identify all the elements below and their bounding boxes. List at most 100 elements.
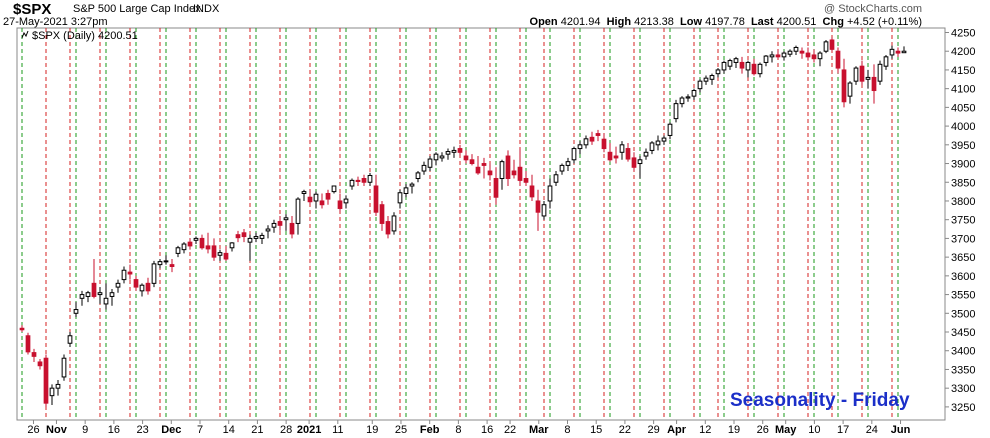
candle [835, 47, 841, 74]
y-tick-label: 3750 [951, 215, 975, 227]
quote-summary: Open 4201.94 High 4213.38 Low 4197.78 La… [530, 16, 922, 28]
candle [19, 325, 25, 333]
x-tick-label: 23 [136, 424, 148, 436]
candle-body [709, 75, 715, 80]
candle [175, 245, 181, 258]
y-tick-label: 4000 [951, 121, 975, 133]
candle-body [223, 252, 229, 260]
candle-body [43, 357, 49, 404]
candle [67, 332, 73, 347]
x-tick-label: 14 [223, 424, 235, 436]
candle [655, 135, 661, 151]
candle [457, 144, 463, 157]
candle-body [541, 204, 547, 217]
candle [403, 184, 409, 198]
candle-body [481, 163, 487, 166]
candle [187, 238, 193, 250]
y-tick-label: 3400 [951, 346, 975, 358]
candle [139, 283, 145, 297]
candle-body [571, 148, 577, 161]
candle [589, 131, 595, 145]
candle [61, 354, 67, 381]
candle [889, 45, 895, 59]
candle [427, 156, 433, 172]
candle [709, 73, 715, 85]
x-tick-label: 22 [619, 424, 631, 436]
x-tick-label: 28 [280, 424, 292, 436]
candle [853, 66, 859, 85]
x-tick-label: 26 [27, 424, 39, 436]
candle-body [385, 221, 391, 235]
candle [151, 260, 157, 288]
candle [895, 47, 901, 57]
candle-body [715, 69, 721, 75]
x-tick-label: 2021 [297, 424, 321, 436]
candle-body [379, 204, 385, 224]
candle-body [313, 193, 319, 202]
candle [97, 287, 103, 304]
candle-body [247, 237, 253, 243]
candle-body [691, 90, 697, 97]
candle [127, 264, 133, 280]
candle-body [733, 58, 739, 63]
x-tick-label: 10 [808, 424, 820, 436]
candle [229, 242, 235, 252]
x-tick-label: 21 [251, 424, 263, 436]
candle [205, 232, 211, 254]
chg-label: Chg [822, 16, 844, 28]
candle [559, 163, 565, 175]
exchange: INDX [193, 3, 220, 15]
candle-body [679, 97, 685, 105]
candle [721, 60, 727, 74]
x-tick-label: 19 [366, 424, 378, 436]
candle [367, 172, 373, 186]
candle [499, 159, 505, 190]
candle-body [169, 264, 175, 267]
x-tick-label: 12 [699, 424, 711, 436]
candle-body [895, 50, 901, 54]
candle-body [157, 261, 163, 266]
candle [541, 200, 547, 220]
legend-icon [21, 30, 29, 39]
candle-body [397, 192, 403, 204]
candle [649, 141, 655, 155]
x-tick-label: May [775, 424, 797, 436]
x-tick-label: Dec [161, 424, 181, 436]
candle-body [823, 41, 829, 52]
candle [49, 384, 55, 406]
candle-body [235, 234, 241, 239]
candle-body [337, 200, 343, 209]
candle [601, 133, 607, 153]
candle [181, 242, 187, 254]
symbol-description: S&P 500 Large Cap Index [73, 3, 201, 15]
candle [55, 379, 61, 396]
candle [577, 141, 583, 155]
candle [643, 148, 649, 160]
candle-body [97, 292, 103, 296]
candle-body [613, 155, 619, 159]
legend-series-label: $SPX (Daily) 4200.51 [32, 30, 138, 42]
candle-body [727, 60, 733, 67]
x-tick-label: Mar [529, 424, 549, 436]
x-tick-label: 22 [504, 424, 516, 436]
candle-body [253, 236, 259, 239]
candle [529, 174, 535, 201]
candle [793, 45, 799, 55]
y-tick-label: 4200 [951, 46, 975, 58]
x-tick-label: 9 [82, 424, 88, 436]
candle-body [625, 148, 631, 160]
candle-body [685, 96, 691, 99]
candle [805, 47, 811, 61]
candle [667, 122, 673, 140]
y-tick-label: 3900 [951, 159, 975, 171]
candle-body [535, 200, 541, 213]
candle-body [637, 159, 643, 165]
candle-body [469, 159, 475, 165]
candle-body [367, 175, 373, 183]
candle-body [331, 185, 337, 193]
candle [409, 182, 415, 194]
candle-body [775, 54, 781, 58]
candle-body [877, 63, 883, 82]
candle-body [139, 284, 145, 292]
